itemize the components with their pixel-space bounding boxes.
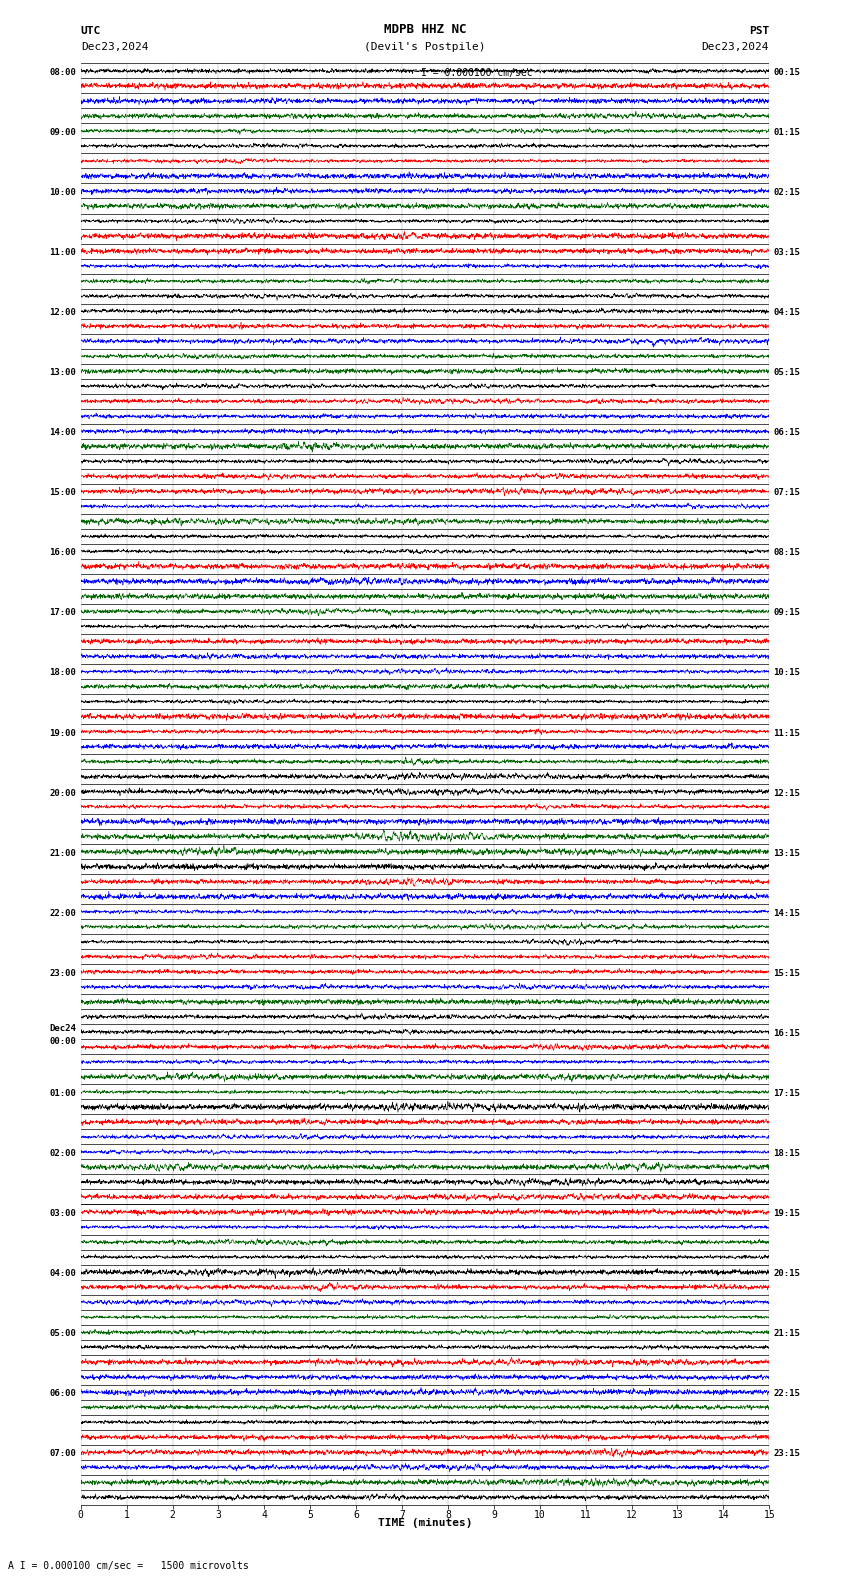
Text: 06:00: 06:00 (49, 1389, 76, 1399)
Text: 21:00: 21:00 (49, 849, 76, 857)
Text: 18:00: 18:00 (49, 668, 76, 678)
Text: 05:15: 05:15 (774, 367, 801, 377)
Text: Dec23,2024: Dec23,2024 (702, 43, 769, 52)
Text: 01:15: 01:15 (774, 128, 801, 136)
Text: TIME (minutes): TIME (minutes) (377, 1517, 473, 1527)
Text: 04:15: 04:15 (774, 309, 801, 317)
Text: 21:15: 21:15 (774, 1329, 801, 1338)
Text: 07:00: 07:00 (49, 1449, 76, 1459)
Text: 09:15: 09:15 (774, 608, 801, 618)
Text: 08:15: 08:15 (774, 548, 801, 558)
Text: 15:15: 15:15 (774, 969, 801, 977)
Text: 10:00: 10:00 (49, 188, 76, 196)
Text: 04:00: 04:00 (49, 1269, 76, 1278)
Text: 11:15: 11:15 (774, 729, 801, 738)
Text: 02:15: 02:15 (774, 188, 801, 196)
Text: Dec23,2024: Dec23,2024 (81, 43, 148, 52)
Text: 23:00: 23:00 (49, 969, 76, 977)
Text: 22:00: 22:00 (49, 909, 76, 917)
Text: 01:00: 01:00 (49, 1088, 76, 1098)
Text: 12:15: 12:15 (774, 789, 801, 798)
Text: 12:00: 12:00 (49, 309, 76, 317)
Text: 14:15: 14:15 (774, 909, 801, 917)
Text: 15:00: 15:00 (49, 488, 76, 497)
Text: 22:15: 22:15 (774, 1389, 801, 1399)
Text: 19:00: 19:00 (49, 729, 76, 738)
Text: MDPB HHZ NC: MDPB HHZ NC (383, 24, 467, 36)
Text: PST: PST (749, 27, 769, 36)
Text: 03:00: 03:00 (49, 1209, 76, 1218)
Text: 13:15: 13:15 (774, 849, 801, 857)
Text: 16:00: 16:00 (49, 548, 76, 558)
Text: 14:00: 14:00 (49, 428, 76, 437)
Text: 00:15: 00:15 (774, 68, 801, 78)
Text: 17:00: 17:00 (49, 608, 76, 618)
Text: 20:15: 20:15 (774, 1269, 801, 1278)
Text: UTC: UTC (81, 27, 101, 36)
Text: 06:15: 06:15 (774, 428, 801, 437)
Text: 10:15: 10:15 (774, 668, 801, 678)
Text: I = 0.000100 cm/sec: I = 0.000100 cm/sec (421, 68, 532, 78)
Text: 05:00: 05:00 (49, 1329, 76, 1338)
Text: 16:15: 16:15 (774, 1030, 801, 1038)
Text: 07:15: 07:15 (774, 488, 801, 497)
Text: 00:00: 00:00 (49, 1038, 76, 1045)
Text: 19:15: 19:15 (774, 1209, 801, 1218)
Text: 20:00: 20:00 (49, 789, 76, 798)
Text: 02:00: 02:00 (49, 1148, 76, 1158)
Text: 17:15: 17:15 (774, 1088, 801, 1098)
Text: 13:00: 13:00 (49, 367, 76, 377)
Text: 08:00: 08:00 (49, 68, 76, 78)
Text: 09:00: 09:00 (49, 128, 76, 136)
Text: (Devil's Postpile): (Devil's Postpile) (365, 43, 485, 52)
Text: 11:00: 11:00 (49, 249, 76, 257)
Text: 03:15: 03:15 (774, 249, 801, 257)
Text: 18:15: 18:15 (774, 1148, 801, 1158)
Text: A I = 0.000100 cm/sec =   1500 microvolts: A I = 0.000100 cm/sec = 1500 microvolts (8, 1562, 249, 1571)
Text: 23:15: 23:15 (774, 1449, 801, 1459)
Text: Dec24: Dec24 (49, 1025, 76, 1033)
